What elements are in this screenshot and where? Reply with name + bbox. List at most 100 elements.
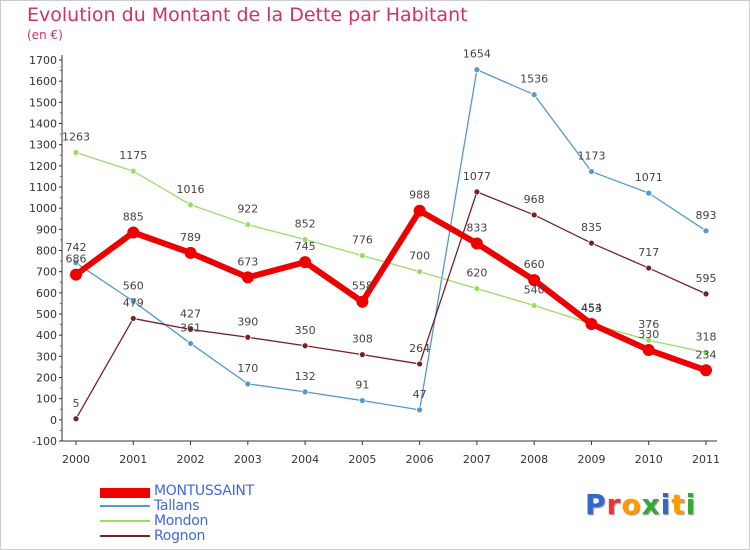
data-label-montussaint: 686 <box>66 253 87 266</box>
y-tick-label: 1500 <box>29 96 57 109</box>
x-tick-label: 2006 <box>406 453 434 466</box>
chart-subtitle: (en €) <box>27 28 63 42</box>
data-label-rognon: 1077 <box>463 170 491 183</box>
data-label-tallans: 1536 <box>520 73 548 86</box>
data-label-rognon: 264 <box>409 342 430 355</box>
x-tick-label: 2004 <box>291 453 319 466</box>
data-label-rognon: 835 <box>581 221 602 234</box>
data-label-rognon: 595 <box>696 272 717 285</box>
data-point-rognon <box>530 211 538 219</box>
y-tick-label: 1100 <box>29 181 57 194</box>
legend-swatch-tallans <box>100 505 150 507</box>
data-label-montussaint: 234 <box>696 348 717 361</box>
data-label-rognon: 479 <box>123 296 144 309</box>
data-point-montussaint <box>700 364 712 377</box>
legend-label-montussaint: MONTUSSAINT <box>154 483 254 499</box>
data-label-rognon: 968 <box>524 193 545 206</box>
x-tick-label: 2001 <box>119 453 147 466</box>
data-label-mondon: 700 <box>409 250 430 263</box>
data-point-montussaint <box>356 295 369 308</box>
x-tick-label: 2007 <box>463 453 491 466</box>
data-label-mondon: 922 <box>237 203 258 216</box>
data-label-mondon: 1175 <box>119 149 147 162</box>
data-label-montussaint: 673 <box>237 255 258 268</box>
y-tick-label: 200 <box>36 372 57 385</box>
x-tick-label: 2003 <box>234 453 262 466</box>
data-label-montussaint: 789 <box>180 231 201 244</box>
data-point-tallans <box>187 340 194 347</box>
legend-label-tallans: Tallans <box>154 498 200 514</box>
data-label-tallans: 560 <box>123 279 144 292</box>
data-point-mondon <box>129 167 137 175</box>
data-point-tallans <box>645 189 653 197</box>
data-label-tallans: 1071 <box>635 171 663 184</box>
y-tick-label: 800 <box>36 245 57 258</box>
data-point-montussaint <box>241 271 254 284</box>
data-label-rognon: 350 <box>295 324 316 337</box>
data-label-tallans: 91 <box>355 379 369 392</box>
data-label-rognon: 5 <box>73 397 80 410</box>
x-tick-label: 2005 <box>348 453 376 466</box>
legend-label-rognon: Rognon <box>154 528 206 544</box>
data-point-rognon <box>129 315 137 322</box>
y-tick-label: 600 <box>36 287 57 300</box>
y-tick-label: 1700 <box>29 54 57 67</box>
data-point-tallans <box>588 168 595 175</box>
data-point-mondon <box>702 349 710 356</box>
data-label-rognon: 390 <box>237 315 258 328</box>
data-point-montussaint <box>470 237 483 250</box>
y-tick-label: 500 <box>36 308 57 321</box>
data-point-rognon <box>244 333 252 341</box>
data-point-montussaint <box>642 343 655 356</box>
data-point-rognon <box>473 188 481 196</box>
data-point-mondon <box>358 252 366 259</box>
data-label-tallans: 47 <box>413 388 427 401</box>
x-tick-label: 2011 <box>692 453 720 466</box>
data-label-montussaint: 885 <box>123 211 144 224</box>
y-tick-label: 1600 <box>29 75 57 88</box>
x-tick-label: 2010 <box>635 453 663 466</box>
data-point-tallans <box>473 66 481 74</box>
data-point-montussaint <box>299 256 312 269</box>
data-point-mondon <box>187 201 194 209</box>
data-point-montussaint <box>70 268 82 281</box>
data-label-montussaint: 453 <box>581 302 602 315</box>
data-point-mondon <box>530 302 538 309</box>
data-label-rognon: 427 <box>180 307 201 320</box>
data-point-montussaint <box>184 246 197 259</box>
data-label-tallans: 170 <box>237 362 258 375</box>
data-point-montussaint <box>413 204 426 217</box>
data-point-mondon <box>244 221 252 229</box>
data-label-mondon: 1016 <box>177 183 205 196</box>
data-label-montussaint: 660 <box>524 258 545 271</box>
x-tick-label: 2008 <box>520 453 548 466</box>
data-label-mondon: 540 <box>524 284 545 297</box>
data-label-montussaint: 833 <box>466 222 487 235</box>
y-tick-label: -100 <box>32 435 57 448</box>
data-point-tallans <box>301 388 309 396</box>
x-tick-label: 2000 <box>62 453 90 466</box>
data-label-tallans: 742 <box>66 241 87 254</box>
data-point-montussaint <box>528 274 541 287</box>
chart-title: Evolution du Montant de la Dette par Hab… <box>27 4 468 26</box>
data-label-tallans: 893 <box>696 209 717 222</box>
series-line-montussaint <box>73 207 709 374</box>
data-point-rognon <box>187 326 194 333</box>
y-tick-label: 700 <box>36 266 57 279</box>
x-tick-label: 2002 <box>177 453 205 466</box>
data-point-tallans <box>530 91 538 99</box>
data-point-mondon <box>416 268 424 276</box>
data-point-mondon <box>301 236 309 243</box>
data-label-mondon: 1263 <box>62 130 90 143</box>
y-tick-label: 400 <box>36 329 57 342</box>
data-label-tallans: 1173 <box>577 150 605 163</box>
x-tick-label: 2009 <box>577 453 605 466</box>
data-point-rognon <box>588 239 595 247</box>
data-label-tallans: 361 <box>180 321 201 334</box>
data-point-rognon <box>645 264 653 272</box>
data-point-mondon <box>645 336 653 344</box>
legend-swatch-mondon <box>100 520 150 522</box>
data-label-tallans: 1654 <box>463 48 491 61</box>
